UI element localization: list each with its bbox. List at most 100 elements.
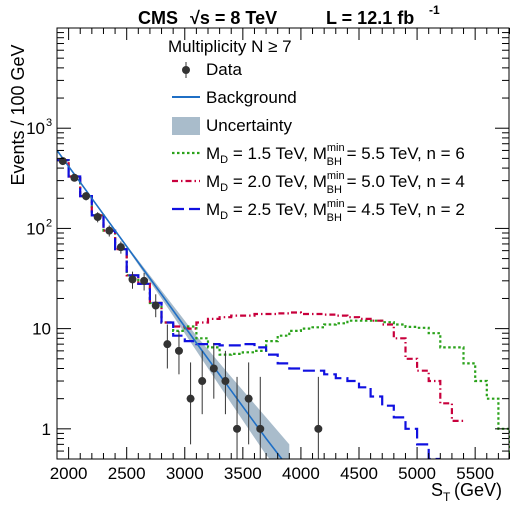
data-point bbox=[163, 324, 172, 369]
data-point bbox=[140, 272, 149, 291]
data-point bbox=[198, 350, 207, 415]
x-axis-label: S T (GeV) bbox=[431, 480, 502, 504]
legend-tail: = 4.5 TeV, n = 2 bbox=[342, 200, 465, 219]
data-point-marker bbox=[70, 173, 79, 182]
header-energy: √s = 8 TeV bbox=[190, 8, 277, 28]
x-tick-label: 2000 bbox=[50, 464, 88, 483]
data-point bbox=[209, 342, 218, 399]
data-point-marker bbox=[233, 424, 242, 433]
legend-bh-superscript: min bbox=[327, 198, 345, 210]
data-point-marker bbox=[93, 212, 102, 221]
data-point-marker bbox=[221, 377, 230, 386]
y-tick-label-base: 10 bbox=[26, 119, 45, 138]
legend-entry-data: Data bbox=[182, 60, 242, 79]
legend-label: Data bbox=[206, 60, 242, 79]
x-tick-label: 5000 bbox=[398, 464, 436, 483]
x-tick-label: 3000 bbox=[166, 464, 204, 483]
y-tick-label-base: 10 bbox=[26, 219, 45, 238]
data-point bbox=[244, 362, 253, 445]
legend-data-marker bbox=[182, 66, 190, 74]
uncertainty-band bbox=[57, 149, 290, 459]
data-point-marker bbox=[128, 275, 137, 284]
data-point bbox=[186, 362, 195, 445]
legend-entry-background: Background bbox=[172, 88, 297, 107]
x-tick-label: 4500 bbox=[340, 464, 378, 483]
legend-bh-superscript: min bbox=[327, 170, 345, 182]
data-point-marker bbox=[244, 394, 253, 403]
legend-bh-subscript: BH bbox=[327, 212, 342, 224]
legend-bh-superscript: min bbox=[327, 142, 345, 154]
data-point bbox=[233, 376, 242, 459]
y-tick-label-exponent: 3 bbox=[46, 117, 52, 129]
legend-md-subscript: D bbox=[220, 154, 228, 166]
x-tick-label: 4000 bbox=[282, 464, 320, 483]
x-tick-label: 5500 bbox=[456, 464, 494, 483]
data-point-marker bbox=[198, 377, 207, 386]
data-point bbox=[128, 271, 137, 289]
legend-label: MD = 2.0 TeV, Mmin BH = 5.0 TeV, n = 4 bbox=[206, 170, 465, 196]
legend-entry-s1: MD = 1.5 TeV, Mmin BH = 5.5 TeV, n = 6 bbox=[172, 142, 465, 168]
legend: Multiplicity N ≥ 7 Data Background Uncerta… bbox=[168, 37, 465, 224]
data-point-marker bbox=[58, 157, 67, 166]
data-point bbox=[256, 376, 265, 459]
legend-md-symbol: M bbox=[206, 200, 220, 219]
data-point-marker bbox=[116, 243, 125, 252]
data-point bbox=[93, 212, 102, 223]
x-axis-label-unit: (GeV) bbox=[454, 480, 502, 500]
data-point bbox=[174, 330, 183, 375]
legend-label: Uncertainty bbox=[206, 116, 292, 135]
legend-md-symbol: M bbox=[206, 144, 220, 163]
data-point-marker bbox=[186, 394, 195, 403]
x-tick-label: 3500 bbox=[224, 464, 262, 483]
data-point bbox=[151, 294, 160, 318]
uncertainty-band-layer bbox=[57, 149, 290, 459]
data-point-marker bbox=[140, 276, 149, 285]
legend-bh-subscript: BH bbox=[327, 184, 342, 196]
y-tick-label: 10 2 bbox=[26, 217, 52, 238]
y-tick-label: 10 3 bbox=[26, 117, 52, 138]
legend-entry-s3: MD = 2.5 TeV, Mmin BH = 4.5 TeV, n = 2 bbox=[172, 198, 465, 224]
data-points-layer bbox=[58, 157, 323, 459]
data-point bbox=[314, 376, 323, 459]
legend-tail: = 5.0 TeV, n = 4 bbox=[342, 172, 465, 191]
legend-band-swatch bbox=[172, 117, 200, 135]
signal-series-s3 bbox=[57, 159, 441, 459]
data-point bbox=[58, 157, 67, 166]
data-point bbox=[221, 350, 230, 415]
legend-label: MD = 1.5 TeV, Mmin BH = 5.5 TeV, n = 6 bbox=[206, 142, 465, 168]
data-point-marker bbox=[163, 340, 172, 349]
data-point-marker bbox=[105, 226, 114, 235]
y-tick-label-exponent: 2 bbox=[46, 217, 52, 229]
x-tick-label: 2500 bbox=[108, 464, 146, 483]
data-point-marker bbox=[151, 301, 160, 310]
y-tick-label-base: 10 bbox=[32, 320, 51, 339]
header-luminosity: L = 12.1 fb bbox=[326, 8, 414, 28]
legend-md-subscript: D bbox=[220, 182, 228, 194]
legend-md-symbol: M bbox=[206, 172, 220, 191]
header-luminosity-exponent: -1 bbox=[429, 3, 440, 17]
data-point-marker bbox=[209, 364, 218, 373]
legend-md-value: = 1.5 TeV, M bbox=[228, 144, 327, 163]
legend-md-value: = 2.0 TeV, M bbox=[228, 172, 327, 191]
data-point-marker bbox=[174, 346, 183, 355]
legend-title: Multiplicity N ≥ 7 bbox=[168, 37, 292, 56]
legend-label: MD = 2.5 TeV, Mmin BH = 4.5 TeV, n = 2 bbox=[206, 198, 465, 224]
x-axis-label-symbol: S bbox=[431, 480, 443, 500]
legend-entry-band: Uncertainty bbox=[172, 116, 292, 135]
data-point bbox=[70, 173, 79, 182]
data-point-marker bbox=[256, 424, 265, 433]
y-tick-label: 10 bbox=[32, 320, 51, 339]
data-point-marker bbox=[82, 192, 91, 201]
data-point bbox=[105, 225, 114, 237]
data-point bbox=[116, 241, 125, 254]
legend-tail: = 5.5 TeV, n = 6 bbox=[342, 144, 465, 163]
x-axis-label-subscript: T bbox=[443, 490, 451, 504]
y-tick-label-base: 1 bbox=[42, 420, 51, 439]
y-tick-label: 1 bbox=[42, 420, 51, 439]
legend-entry-s2: MD = 2.0 TeV, Mmin BH = 5.0 TeV, n = 4 bbox=[172, 170, 465, 196]
legend-md-subscript: D bbox=[220, 210, 228, 222]
legend-bh-subscript: BH bbox=[327, 156, 342, 168]
